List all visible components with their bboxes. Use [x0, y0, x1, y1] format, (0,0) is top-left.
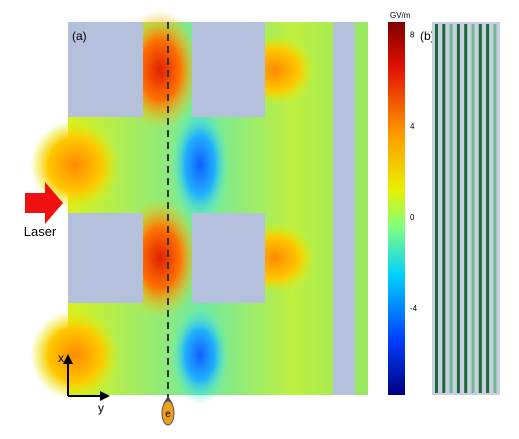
panel-label: (b) [420, 29, 435, 43]
structure [432, 22, 500, 395]
particle [161, 400, 175, 426]
colorbar-tick: 4 [410, 122, 415, 131]
laser-arrow [25, 182, 63, 224]
field-map [30, 10, 368, 405]
axis-label: y [98, 401, 104, 415]
particle-label: e [165, 409, 171, 420]
colorbar-tick: -4 [410, 304, 418, 313]
laser-label: Laser [24, 224, 57, 239]
panel-label: (a) [72, 29, 87, 43]
colorbar-unit: GV/m [390, 11, 411, 20]
axes [67, 362, 102, 397]
axis-label: x [58, 351, 64, 365]
axis-arrow [100, 391, 110, 401]
colorbar [388, 22, 405, 395]
axis-arrow [63, 354, 73, 364]
colorbar-tick: 0 [410, 213, 415, 222]
colorbar-tick: 8 [410, 31, 415, 40]
